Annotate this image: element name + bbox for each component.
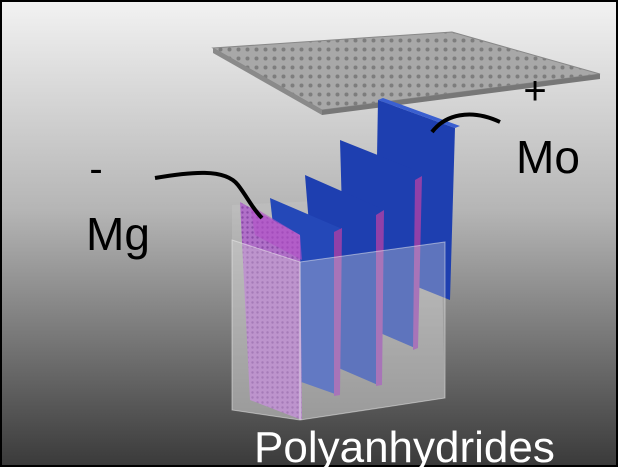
- electrolyte-label: Polyanhydrides: [254, 423, 555, 467]
- cathode-label: Mo: [516, 131, 580, 183]
- battery-diagram: + Mo - Mg Polyanhydrides: [0, 0, 618, 467]
- container-front: [232, 240, 445, 420]
- anode-label: Mg: [86, 208, 150, 260]
- anode-sign: -: [89, 147, 102, 191]
- page: + Mo - Mg Polyanhydrides (() => { const …: [0, 0, 618, 467]
- cathode-sign: +: [523, 69, 546, 113]
